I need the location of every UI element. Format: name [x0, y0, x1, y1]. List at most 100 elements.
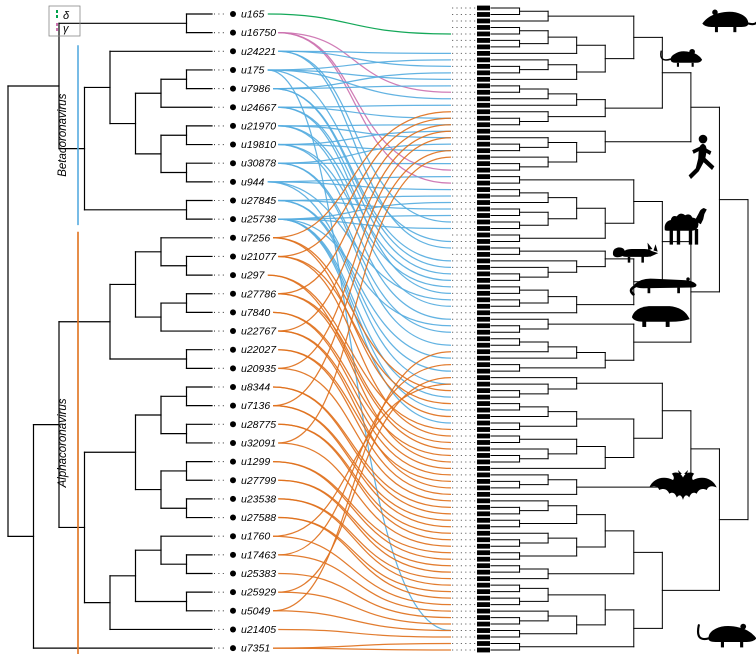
- host-tip-tick: [477, 89, 490, 95]
- host-tip-leaders: [452, 7, 477, 651]
- camel-silhouette-icon-part: [694, 229, 699, 245]
- leaf-tip-dot: [230, 309, 236, 316]
- host-tip-tick: [477, 582, 490, 588]
- bat-silhouette-icon-part: [649, 472, 717, 500]
- host-tip-tick: [477, 414, 490, 419]
- ferret-silhouette-icon-part: [629, 284, 637, 296]
- virus-host-link: [278, 442, 452, 547]
- virus-host-link: [278, 330, 452, 476]
- camel-silhouette-icon-part: [694, 208, 707, 225]
- host-tip-tick: [477, 290, 490, 296]
- virus-host-link: [278, 156, 452, 444]
- host-tip-tick: [477, 264, 490, 270]
- host-tip-tick: [477, 440, 490, 445]
- host-tip-tick: [477, 530, 490, 536]
- camel-silhouette-icon-part: [688, 229, 693, 245]
- mouse-silhouette-icon-part: [660, 50, 672, 61]
- host-tip-tick: [477, 504, 490, 510]
- rat-silhouette-icon-part: [714, 27, 718, 33]
- virus-host-link: [272, 311, 452, 470]
- host-tip-tick: [477, 453, 490, 458]
- leaf-tip-dot: [230, 607, 236, 614]
- rat2-silhouette-icon: [696, 623, 756, 648]
- clade-label-alphacoronavirus: Alphacoronavirus: [57, 398, 69, 488]
- host-tip-tick: [477, 38, 490, 43]
- leaf-tip-dot: [230, 626, 236, 633]
- virus-leaf-label: u32091: [241, 437, 276, 449]
- host-tip-tick: [477, 478, 490, 484]
- mouse-silhouette-icon-part: [670, 51, 703, 63]
- rat-silhouette-icon-part: [702, 11, 749, 27]
- leaf-tip-dot: [230, 439, 236, 446]
- fox-silhouette-icon-part: [653, 244, 658, 252]
- leaf-tip-dot: [230, 458, 236, 465]
- virus-host-link: [278, 104, 452, 108]
- fox-silhouette-icon-part: [647, 242, 653, 251]
- virus-leaf-label: u25738: [241, 214, 276, 226]
- host-tip-bar: [477, 5, 490, 653]
- host-tip-tick: [477, 375, 490, 381]
- virus-host-link: [278, 255, 452, 437]
- human-silhouette-icon-part: [700, 146, 712, 155]
- leaf-tip-dot: [230, 645, 236, 652]
- virus-leaf-label: u16750: [241, 27, 276, 39]
- host-tip-tick: [477, 187, 490, 192]
- virus-host-link: [272, 647, 452, 651]
- leaf-tip-dot: [230, 514, 236, 521]
- virus-host-link: [278, 255, 452, 405]
- rat2-silhouette-icon-part: [740, 623, 747, 630]
- host-tip-tick: [477, 128, 490, 134]
- virus-host-link: [272, 85, 452, 90]
- virus-leaf-label: u22027: [241, 344, 277, 356]
- leaf-tip-dot: [230, 178, 236, 185]
- virus-host-link: [278, 572, 452, 619]
- host-tip-tick: [477, 154, 490, 160]
- host-tip-tick: [477, 219, 490, 225]
- virus-host-link: [267, 13, 452, 35]
- mouse-silhouette-icon: [660, 48, 703, 67]
- greek-legend-box: [48, 5, 81, 37]
- virus-leaf-label: u5049: [241, 605, 270, 617]
- host-tip-tick: [477, 284, 490, 290]
- leaf-tip-dot: [230, 104, 236, 111]
- host-tip-tick: [477, 232, 490, 238]
- host-tip-tick: [477, 310, 490, 316]
- host-tip-tick: [477, 634, 490, 640]
- host-tip-tick: [477, 628, 490, 633]
- greek-label: γ: [63, 23, 70, 35]
- virus-leaf-label: u7136: [241, 400, 270, 412]
- clade-label-betacoronavirus: Betacoronavirus: [57, 93, 69, 176]
- virus-leaf-label: u7840: [241, 307, 270, 319]
- host-tip-tick: [477, 316, 490, 322]
- virus-leaf-label: u24667: [241, 102, 277, 114]
- virus-host-link: [278, 130, 452, 332]
- human-silhouette-icon-part: [688, 143, 715, 179]
- virus-host-link: [267, 69, 452, 80]
- virus-host-link: [278, 293, 452, 463]
- host-tip-tick: [477, 342, 490, 348]
- host-tip-tick: [477, 5, 490, 11]
- host-tip-tick: [477, 70, 490, 76]
- leaf-tip-dot: [230, 346, 236, 353]
- virus-leaf-label: u27845: [241, 195, 276, 207]
- fox-silhouette-icon-part: [647, 249, 659, 257]
- camel-silhouette-icon-part: [664, 213, 699, 231]
- host-tip-tick: [477, 329, 490, 335]
- rat-silhouette-icon-part: [747, 21, 756, 26]
- host-tip-tick: [477, 252, 490, 257]
- human-silhouette-icon: [688, 134, 715, 179]
- host-tip-tick: [477, 226, 490, 231]
- host-tip-tick: [477, 576, 490, 582]
- host-tip-tick: [477, 362, 490, 368]
- camel-silhouette-icon-part: [669, 229, 673, 245]
- human-silhouette-icon-part: [692, 146, 702, 154]
- virus-host-link: [267, 69, 452, 632]
- virus-host-link: [278, 124, 452, 127]
- bat-silhouette-icon: [649, 470, 717, 500]
- host-tip-tick: [477, 180, 490, 186]
- host-tip-tick: [477, 589, 490, 595]
- virus-leaf-label: u17463: [241, 549, 276, 561]
- virus-leaf-label: u21077: [241, 251, 277, 263]
